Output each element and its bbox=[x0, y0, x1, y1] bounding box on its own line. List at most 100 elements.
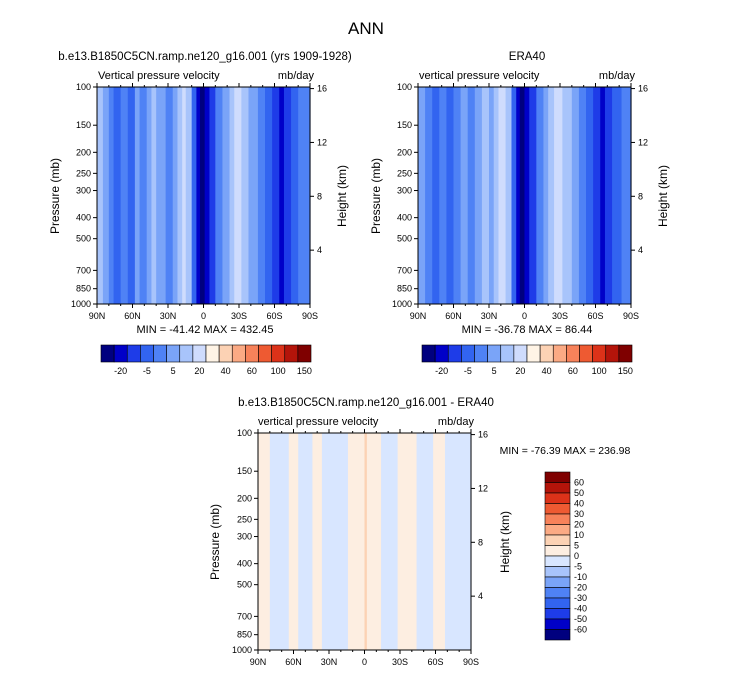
model-band bbox=[146, 87, 153, 304]
diff-band bbox=[298, 433, 314, 650]
model-y-tick-label: 400 bbox=[76, 213, 91, 223]
diff-band bbox=[444, 433, 472, 650]
era40-band bbox=[571, 87, 580, 304]
model-band bbox=[291, 87, 299, 304]
era40-band bbox=[621, 87, 632, 304]
model-colorbar-swatch bbox=[231, 344, 246, 363]
diff-band bbox=[366, 433, 382, 650]
era40-left-label: vertical pressure velocity bbox=[419, 70, 540, 82]
model-band bbox=[241, 87, 250, 304]
diff-colorbar-label: -5 bbox=[574, 562, 582, 572]
model-y2-tick-label: 8 bbox=[317, 191, 322, 201]
model-band bbox=[191, 87, 197, 304]
diff-colorbar-label: -20 bbox=[574, 583, 587, 593]
diff-band bbox=[269, 433, 290, 650]
diff-colorbar-swatch bbox=[544, 608, 571, 620]
diff-left-label: vertical pressure velocity bbox=[258, 416, 379, 428]
era40-colorbar-swatch bbox=[605, 344, 620, 363]
era40-band bbox=[612, 87, 623, 304]
era40-y-tick-label: 100 bbox=[397, 82, 412, 92]
model-colorbar-label: 60 bbox=[247, 366, 257, 376]
model-x-tick-label: 30N bbox=[160, 311, 177, 321]
model-colorbar-swatch bbox=[271, 344, 286, 363]
diff-band bbox=[381, 433, 399, 650]
model-x-tick-label: 60S bbox=[266, 311, 282, 321]
diff-band bbox=[433, 433, 446, 650]
diff-colorbar-label: 60 bbox=[574, 478, 584, 488]
era40-colorbar-label: -5 bbox=[464, 366, 472, 376]
era40-y2-tick-label: 8 bbox=[638, 191, 643, 201]
era40-stats: MIN = -36.78 MAX = 86.44 bbox=[462, 324, 593, 336]
diff-colorbar-label: 40 bbox=[574, 499, 584, 509]
era40-colorbar-swatch bbox=[592, 344, 607, 363]
era40-y2-tick-label: 4 bbox=[638, 245, 643, 255]
era40-colorbar-swatch bbox=[513, 344, 528, 363]
diff-colorbar-swatch bbox=[544, 618, 571, 630]
model-panel-title: b.e13.B1850C5CN.ramp.ne120_g16.001 (yrs … bbox=[58, 51, 352, 63]
era40-band bbox=[511, 87, 517, 304]
era40-band bbox=[432, 87, 440, 304]
model-band bbox=[222, 87, 231, 304]
model-band bbox=[127, 87, 136, 304]
model-band bbox=[272, 87, 280, 304]
model-band bbox=[257, 87, 266, 304]
era40-band bbox=[593, 87, 601, 304]
model-x-tick-label: 60N bbox=[124, 311, 141, 321]
model-y-tick-label: 850 bbox=[76, 284, 91, 294]
diff-colorbar-label: -30 bbox=[574, 593, 587, 603]
diff-x-tick-label: 60N bbox=[285, 657, 302, 667]
era40-band bbox=[519, 87, 526, 304]
era40-band bbox=[516, 87, 521, 304]
diff-colorbar-label: 20 bbox=[574, 520, 584, 530]
model-y-tick-label: 1000 bbox=[71, 299, 91, 309]
era40-colorbar-swatch bbox=[474, 344, 488, 363]
era40-colorbar-label: -20 bbox=[435, 366, 448, 376]
model-band bbox=[165, 87, 174, 304]
diff-x-tick-label: 90S bbox=[463, 657, 479, 667]
diff-x-tick-label: 60S bbox=[427, 657, 443, 667]
diff-colorbar-swatch bbox=[544, 471, 571, 483]
diff-y-tick-label: 100 bbox=[237, 428, 252, 438]
diff-y-tick-label: 200 bbox=[237, 493, 252, 503]
era40-y-tick-label: 150 bbox=[397, 120, 412, 130]
model-panel: b.e13.B1850C5CN.ramp.ne120_g16.001 (yrs … bbox=[48, 51, 352, 336]
era40-x-tick-label: 60S bbox=[587, 311, 603, 321]
era40-x-tick-label: 30N bbox=[481, 311, 498, 321]
era40-y2-tick-label: 12 bbox=[638, 137, 648, 147]
era40-colorbar-swatch bbox=[447, 344, 462, 363]
diff-y-tick-label: 400 bbox=[237, 559, 252, 569]
era40-x-tick-label: 60N bbox=[445, 311, 462, 321]
era40-colorbar-swatch bbox=[552, 344, 567, 363]
model-colorbar-swatch bbox=[166, 344, 181, 363]
diff-colorbar-swatch bbox=[544, 503, 571, 515]
model-colorbar-swatch bbox=[126, 344, 141, 363]
diff-colorbar-swatch bbox=[544, 492, 571, 504]
model-y2-tick-label: 4 bbox=[317, 245, 322, 255]
model-band bbox=[182, 87, 187, 304]
era40-panel-title: ERA40 bbox=[509, 51, 545, 63]
era40-y-tick-label: 300 bbox=[397, 186, 412, 196]
model-left-label: Vertical pressure velocity bbox=[98, 70, 220, 82]
era40-band bbox=[529, 87, 537, 304]
era40-colorbar-swatch bbox=[566, 344, 580, 363]
model-band bbox=[120, 87, 129, 304]
model-colorbar-swatch bbox=[140, 344, 154, 363]
era40-colorbar-label: 40 bbox=[542, 366, 552, 376]
era40-panel: ERA40 vertical pressure velocity mb/day … bbox=[369, 51, 670, 336]
model-colorbar-swatch bbox=[100, 344, 115, 363]
model-band bbox=[283, 87, 292, 304]
era40-colorbar-swatch bbox=[526, 344, 541, 363]
model-x-tick-label: 30S bbox=[231, 311, 247, 321]
diff-band bbox=[397, 433, 418, 650]
diff-y2-tick-label: 12 bbox=[478, 483, 488, 493]
model-band bbox=[279, 87, 285, 304]
era40-colorbar-swatch bbox=[461, 344, 475, 363]
model-colorbar-swatch bbox=[245, 344, 259, 363]
model-band bbox=[234, 87, 242, 304]
diff-colorbar-swatch bbox=[544, 482, 571, 494]
diff-colorbar-label: 0 bbox=[574, 551, 579, 561]
model-y-tick-label: 100 bbox=[76, 82, 91, 92]
model-band bbox=[139, 87, 148, 304]
model-ylabel2: Height (km) bbox=[335, 165, 349, 227]
era40-x-tick-label: 90N bbox=[410, 311, 427, 321]
